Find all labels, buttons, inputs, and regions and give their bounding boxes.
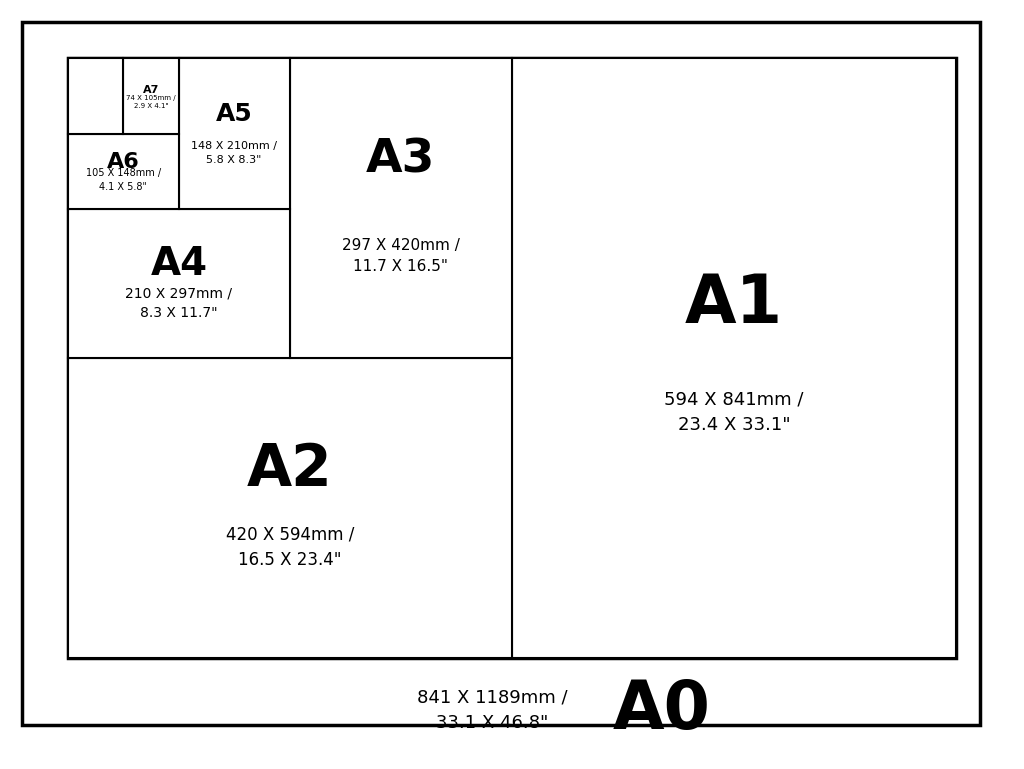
Bar (68, 58, 956, 658)
Bar (512, 58, 956, 658)
Text: 74 X 105mm /
2.9 X 4.1": 74 X 105mm / 2.9 X 4.1" (126, 95, 176, 109)
Text: 841 X 1189mm /
33.1 X 46.8": 841 X 1189mm / 33.1 X 46.8" (417, 688, 567, 731)
Text: 297 X 420mm /
11.7 X 16.5": 297 X 420mm / 11.7 X 16.5" (342, 238, 460, 275)
Text: A2: A2 (247, 441, 333, 498)
Text: 105 X 148mm /
4.1 X 5.8": 105 X 148mm / 4.1 X 5.8" (86, 168, 161, 192)
Text: A5: A5 (216, 102, 253, 125)
Text: A0: A0 (613, 677, 711, 743)
Bar (290, 58, 512, 358)
Bar (68, 208, 290, 358)
Text: 594 X 841mm /
23.4 X 33.1": 594 X 841mm / 23.4 X 33.1" (664, 391, 804, 434)
Bar (68, 58, 123, 134)
Text: A4: A4 (151, 245, 208, 283)
Bar (123, 58, 178, 134)
Text: 210 X 297mm /
8.3 X 11.7": 210 X 297mm / 8.3 X 11.7" (125, 286, 232, 320)
Bar (68, 358, 512, 658)
Text: 420 X 594mm /
16.5 X 23.4": 420 X 594mm / 16.5 X 23.4" (225, 526, 354, 568)
Text: A7: A7 (142, 85, 159, 95)
Bar (178, 58, 290, 208)
Text: A3: A3 (366, 138, 435, 182)
Text: A6: A6 (106, 152, 139, 172)
Bar (68, 134, 178, 208)
Text: A1: A1 (685, 271, 783, 337)
Text: 148 X 210mm /
5.8 X 8.3": 148 X 210mm / 5.8 X 8.3" (191, 141, 278, 165)
